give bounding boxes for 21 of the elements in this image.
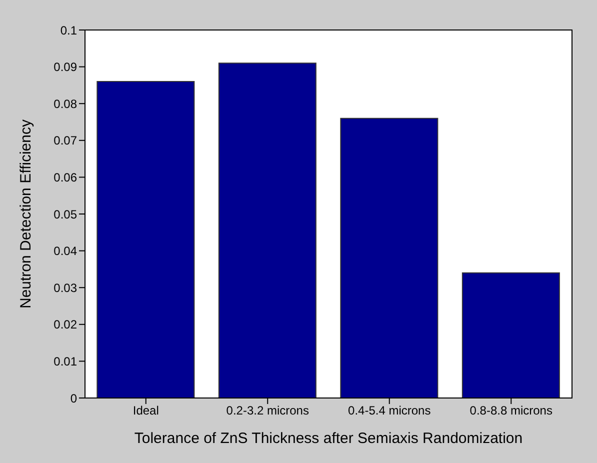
x-tick-label: 0.2-3.2 microns — [226, 404, 309, 418]
x-tick-label: 0.4-5.4 microns — [348, 404, 431, 418]
y-tick-label: 0.06 — [54, 170, 78, 184]
y-tick-label: 0.03 — [54, 280, 78, 295]
y-tick-label: 0.09 — [54, 60, 78, 74]
y-tick-label: 0.04 — [54, 244, 78, 258]
bar — [96, 81, 195, 398]
y-tick-label: 0 — [70, 391, 78, 406]
y-tick-label: 0.01 — [54, 354, 78, 368]
y-tick-label: 0.1 — [60, 23, 78, 38]
bar — [462, 272, 560, 398]
y-tick-label: 0.07 — [54, 134, 78, 148]
bar — [218, 62, 316, 398]
y-tick-label: 0.05 — [54, 207, 78, 222]
x-tick-label: 0.8-8.8 microns — [470, 404, 552, 418]
y-tick-label: 0.08 — [54, 96, 78, 111]
y-tick-label: 0.02 — [54, 318, 78, 332]
y-axis-title: Neutron Detection Efficiency — [17, 119, 34, 308]
bar — [340, 118, 438, 398]
x-tick-label: Ideal — [132, 404, 159, 418]
x-axis-title: Tolerance of ZnS Thickness after Semiaxis Randomization — [134, 430, 523, 447]
